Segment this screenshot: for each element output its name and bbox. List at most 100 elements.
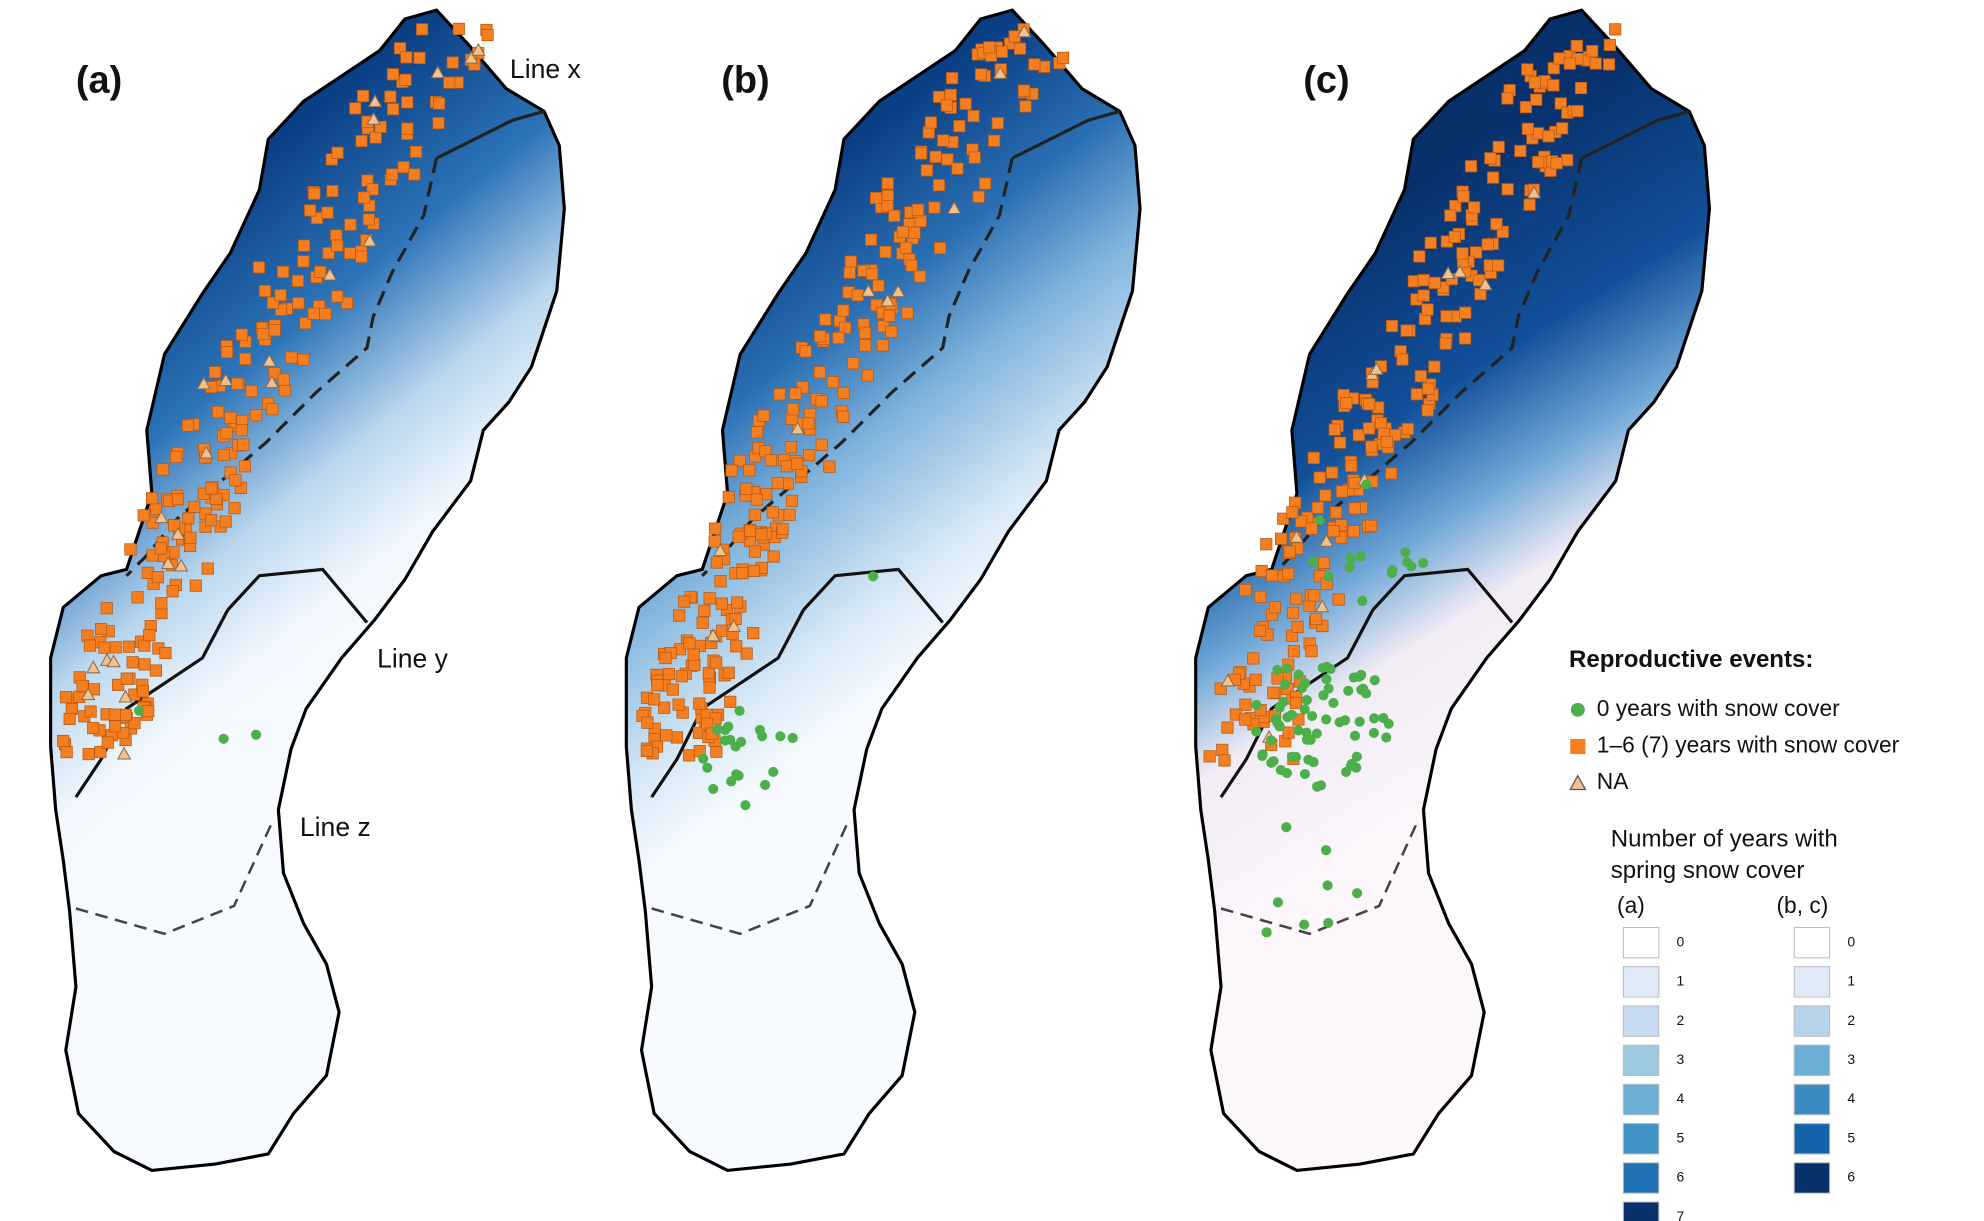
marker-snow: [932, 90, 946, 103]
marker-snow: [1287, 645, 1301, 658]
marker-snow: [683, 749, 696, 762]
marker-snow: [1348, 502, 1361, 515]
marker-snow: [108, 708, 121, 721]
scale-title: Number of years with: [1611, 825, 1838, 852]
dashed-line: [1270, 157, 1584, 577]
marker-snow: [1523, 198, 1536, 211]
marker-snow: [308, 187, 321, 200]
marker-snow: [154, 542, 168, 555]
marker-snow: [673, 609, 686, 622]
map-panel: [49, 8, 566, 1173]
marker-snow: [166, 585, 179, 598]
marker-snow: [1458, 332, 1472, 345]
marker-snow: [659, 651, 672, 665]
marker-snow: [1444, 209, 1457, 222]
marker-snow: [1448, 230, 1461, 243]
marker-no-snow: [1299, 919, 1310, 930]
marker-snow: [220, 346, 234, 359]
marker-snow: [374, 120, 387, 133]
line-z: [75, 821, 274, 936]
marker-no-snow: [1251, 726, 1262, 737]
marker-snow: [1459, 306, 1472, 319]
marker-snow: [1216, 743, 1229, 756]
marker-snow: [224, 411, 237, 424]
scale-swatch: [1622, 1044, 1660, 1076]
marker-snow: [1439, 337, 1452, 350]
marker-no-snow: [1368, 727, 1379, 739]
scale-value: 3: [1847, 1051, 1855, 1067]
marker-snow: [710, 656, 723, 669]
marker-snow: [101, 736, 114, 749]
marker-no-snow: [1299, 769, 1310, 780]
marker-no-snow: [1307, 556, 1319, 567]
marker-snow: [399, 73, 412, 86]
marker-no-snow: [1321, 674, 1332, 685]
marker-snow: [641, 716, 654, 729]
marker-snow: [1332, 593, 1345, 606]
marker-snow: [108, 720, 122, 733]
marker-no-snow: [1323, 571, 1334, 582]
marker-na: [861, 283, 876, 297]
marker-snow: [666, 683, 679, 696]
marker-snow: [815, 395, 828, 408]
marker-no-snow: [1251, 699, 1262, 711]
scale-value: 5: [1677, 1129, 1685, 1145]
marker-no-snow: [1307, 711, 1318, 722]
marker-snow: [184, 531, 197, 544]
marker-no-snow: [1275, 764, 1286, 776]
marker-snow: [968, 151, 981, 164]
marker-snow: [1492, 140, 1505, 154]
marker-no-snow: [1320, 845, 1332, 856]
marker-snow: [394, 42, 407, 55]
marker-snow: [823, 460, 836, 473]
marker-snow: [1421, 303, 1434, 316]
marker-snow: [1589, 57, 1602, 70]
marker-snow: [1308, 589, 1321, 602]
marker-snow: [182, 512, 195, 525]
marker-snow: [1340, 397, 1353, 410]
marker-no-snow: [1402, 557, 1413, 568]
marker-snow: [1501, 92, 1514, 105]
marker-snow: [235, 328, 248, 341]
marker-snow: [932, 179, 946, 192]
marker-na: [160, 556, 176, 570]
marker-snow: [1277, 512, 1290, 525]
marker-snow: [386, 168, 399, 181]
marker-no-snow: [1286, 751, 1297, 762]
scale-value: 0: [1677, 933, 1685, 949]
marker-no-snow: [1293, 669, 1304, 680]
marker-snow: [766, 506, 779, 519]
marker-snow: [1311, 501, 1324, 514]
marker-na: [1526, 185, 1542, 199]
marker-snow: [743, 464, 756, 477]
marker-snow: [331, 239, 344, 252]
marker-snow: [839, 321, 852, 334]
marker-snow: [1249, 673, 1262, 686]
marker-no-snow: [218, 733, 229, 744]
marker-no-snow: [1261, 927, 1272, 938]
marker-snow: [687, 648, 700, 661]
scale-value: 4: [1847, 1090, 1855, 1106]
marker-snow: [1214, 682, 1227, 695]
marker-snow: [730, 640, 743, 653]
marker-no-snow: [1274, 720, 1285, 731]
marker-snow: [128, 716, 141, 730]
marker-na: [154, 510, 169, 524]
legend-symbol: [1570, 702, 1585, 717]
scale-value: 2: [1677, 1012, 1685, 1028]
marker-no-snow: [1317, 662, 1328, 673]
marker-no-snow: [1312, 781, 1323, 792]
marker-snow: [1327, 525, 1340, 538]
marker-no-snow: [1361, 688, 1372, 699]
marker-snow: [432, 97, 446, 110]
marker-snow: [446, 56, 459, 69]
marker-snow: [1401, 422, 1414, 436]
marker-snow: [1413, 250, 1426, 263]
marker-snow: [1291, 620, 1304, 633]
marker-snow: [231, 377, 244, 390]
marker-snow: [978, 177, 992, 190]
marker-snow: [1521, 122, 1534, 135]
marker-snow: [859, 339, 872, 352]
marker-snow: [1561, 154, 1574, 167]
